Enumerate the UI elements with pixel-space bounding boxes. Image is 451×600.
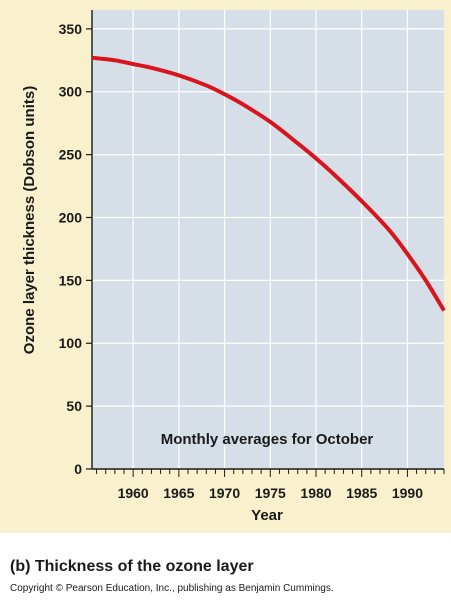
y-tick-label: 0: [74, 461, 82, 477]
y-tick-label: 150: [59, 272, 83, 288]
x-tick-label: 1965: [163, 485, 194, 501]
x-tick-label: 1985: [346, 485, 377, 501]
y-tick-label: 200: [59, 209, 83, 225]
y-tick-label: 250: [59, 147, 83, 163]
x-tick-label: 1990: [392, 485, 423, 501]
ozone-chart: Monthly averages for October 1960 1965 197…: [21, 10, 446, 524]
y-axis-title: Ozone layer thickness (Dobson units): [21, 86, 38, 354]
y-tick-label: 50: [66, 398, 82, 414]
x-axis-title: Year: [251, 507, 283, 524]
annotation: Monthly averages for October: [161, 431, 374, 448]
x-tick-label: 1980: [300, 485, 331, 501]
plot-area: [92, 10, 444, 469]
copyright-notice: Copyright © Pearson Education, Inc., pub…: [10, 583, 334, 594]
x-tick-label: 1960: [118, 485, 149, 501]
figure-caption: (b) Thickness of the ozone layer: [10, 558, 254, 575]
y-tick-label: 100: [59, 335, 83, 351]
figure-panel: Monthly averages for October 1960 1965 197…: [0, 0, 451, 533]
x-tick-label: 1975: [255, 485, 286, 501]
x-tick-label: 1970: [209, 485, 240, 501]
ozone-series-line: [91, 55, 446, 312]
y-tick-label: 300: [59, 84, 83, 100]
y-tick-label: 350: [59, 21, 83, 37]
